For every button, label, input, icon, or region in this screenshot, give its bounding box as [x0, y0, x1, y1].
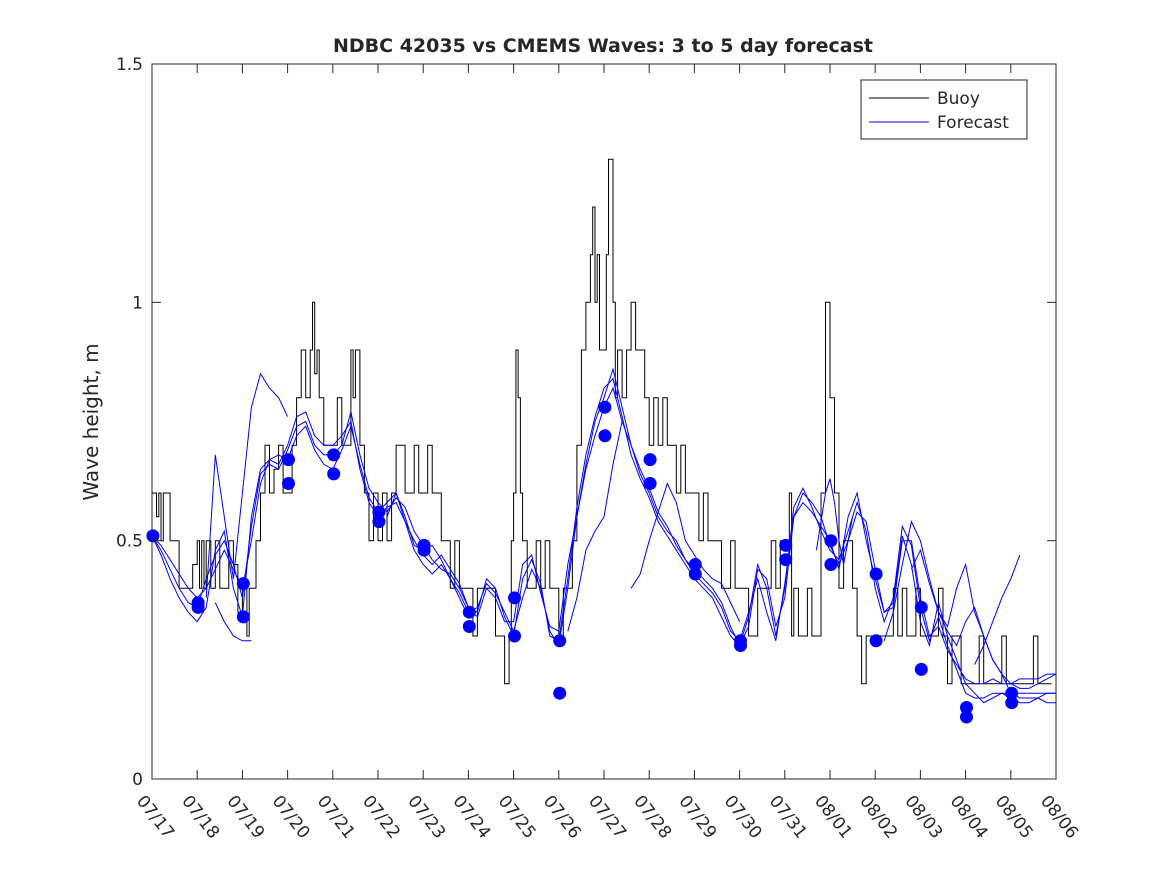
forecast-line-7	[883, 520, 1057, 689]
forecast-line-6	[567, 421, 623, 632]
forecast-line-11	[630, 482, 741, 622]
forecast-marker	[734, 639, 747, 652]
forecast-marker	[824, 534, 838, 548]
forecast-line-8	[910, 548, 1056, 699]
forecast-marker	[779, 538, 793, 552]
forecast-marker	[327, 467, 341, 481]
forecast-marker	[508, 591, 521, 605]
forecast-markers	[146, 400, 1019, 724]
forecast-marker	[598, 429, 612, 443]
forecast-marker	[508, 629, 521, 643]
legend-buoy-label: Buoy	[937, 89, 980, 109]
plot-area	[151, 63, 1057, 780]
forecast-marker	[598, 400, 612, 414]
forecast-marker	[643, 453, 657, 467]
forecast-line-5	[386, 491, 469, 618]
forecast-marker	[327, 448, 341, 462]
forecast-line-1	[151, 367, 1056, 704]
forecast-marker	[643, 477, 657, 490]
forecast-marker	[462, 620, 476, 633]
forecast-marker	[553, 634, 567, 648]
forecast-marker	[960, 710, 973, 724]
forecast-marker	[553, 686, 567, 700]
forecast-line-10	[974, 554, 1021, 665]
legend: Buoy Forecast	[860, 79, 1028, 140]
legend-box	[860, 79, 1028, 140]
forecast-marker	[236, 610, 250, 624]
forecast-marker	[914, 600, 928, 614]
forecast-line-12	[214, 602, 252, 642]
forecast-marker	[688, 558, 702, 571]
y-axis-label: Wave height, m	[79, 343, 103, 500]
y-tick-label: 0.5	[116, 532, 143, 552]
forecast-marker	[146, 529, 160, 543]
forecast-marker	[372, 505, 386, 519]
y-tick-label: 0	[132, 770, 143, 790]
y-tick-label: 1	[132, 293, 143, 313]
forecast-marker	[372, 515, 386, 529]
buoy-series	[152, 158, 1052, 685]
forecast-line-9	[815, 478, 854, 565]
buoy-line	[152, 158, 1052, 685]
forecast-line-4	[205, 372, 289, 598]
axes	[151, 63, 1057, 780]
forecast-marker	[282, 453, 295, 467]
forecast-line-2	[151, 377, 1056, 699]
forecast-marker	[1005, 696, 1019, 710]
forecast-marker	[914, 662, 928, 676]
forecast-marker	[960, 701, 973, 714]
forecast-marker	[1005, 686, 1019, 700]
forecast-marker	[462, 605, 476, 619]
legend-forecast-label: Forecast	[937, 113, 1009, 133]
forecast-marker	[191, 600, 205, 614]
forecast-series-group	[151, 367, 1057, 704]
y-tick-label: 1.5	[116, 55, 143, 75]
forecast-marker	[779, 553, 793, 567]
forecast-marker	[282, 477, 295, 490]
forecast-marker	[417, 543, 431, 557]
forecast-marker	[869, 634, 883, 648]
chart-title: NDBC 42035 vs CMEMS Waves: 3 to 5 day fo…	[333, 35, 873, 57]
forecast-marker	[824, 558, 838, 571]
forecast-marker	[236, 577, 250, 591]
forecast-marker	[688, 567, 702, 581]
forecast-marker	[869, 567, 883, 581]
